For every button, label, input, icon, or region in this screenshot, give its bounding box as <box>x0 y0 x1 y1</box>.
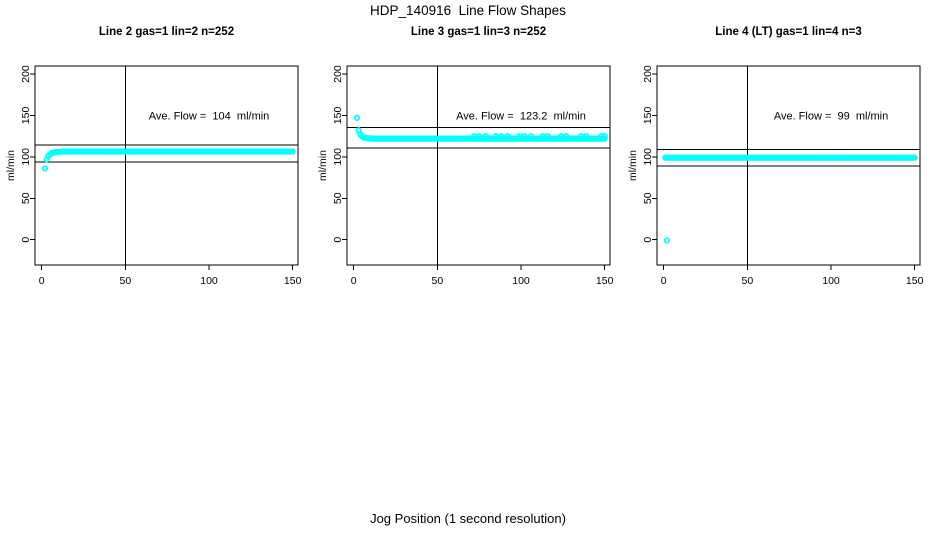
x-tick-label: 0 <box>351 275 357 287</box>
x-tick-label: 50 <box>742 275 754 287</box>
x-tick-label: 150 <box>906 275 924 287</box>
line-2-plot: 0 50 100 150 0 50 100 150 200 ml/min Ave. Flow = 1… <box>5 65 302 287</box>
y-tick-label: 100 <box>332 148 344 166</box>
y-tick-label: 100 <box>20 148 32 166</box>
outer-x-axis-label: Jog Position (1 second resolution) <box>370 511 566 526</box>
ave-flow-annotation: Ave. Flow = 99 ml/min <box>774 110 888 122</box>
y-axis-label: ml/min <box>317 150 329 181</box>
y-tick-label: 150 <box>642 107 654 125</box>
x-tick-label: 50 <box>432 275 444 287</box>
y-tick-label: 200 <box>20 65 32 83</box>
x-tick-label: 100 <box>512 275 530 287</box>
data-point <box>911 154 918 161</box>
data-point <box>563 132 570 140</box>
x-tick-label: 100 <box>822 275 840 287</box>
y-axis-label: ml/min <box>5 150 17 181</box>
data-point <box>289 148 296 155</box>
plot-box <box>34 65 299 266</box>
data-point <box>583 132 590 140</box>
panel-title-line-2: Line 2 gas=1 lin=2 n=252 <box>98 26 235 38</box>
panel-line-2: Line 2 gas=1 lin=2 n=252 0 50 100 150 0 50 100… <box>0 20 314 287</box>
ave-flow-annotation: Ave. Flow = 123.2 ml/min <box>456 110 586 122</box>
y-tick-label: 100 <box>642 148 654 166</box>
panel-title-line-3: Line 3 gas=1 lin=3 n=252 <box>410 26 547 38</box>
y-tick-label: 0 <box>642 237 654 243</box>
y-tick-label: 150 <box>332 107 344 125</box>
data-point <box>544 132 551 140</box>
y-tick-label: 50 <box>20 192 32 204</box>
data-point <box>663 237 671 244</box>
y-tick-label: 0 <box>332 237 344 243</box>
x-tick-label: 0 <box>661 275 667 287</box>
data-point <box>598 132 605 140</box>
line-4-plot: 0 50 100 150 0 50 100 150 200 ml/min Ave. Flow = 9… <box>627 65 924 287</box>
y-tick-label: 50 <box>642 192 654 204</box>
data-point <box>497 132 505 140</box>
x-tick-label: 150 <box>596 275 614 287</box>
data-point <box>482 132 490 140</box>
panel-title-line-4: Line 4 (LT) gas=1 lin=4 n=3 <box>715 26 862 38</box>
y-tick-label: 50 <box>332 192 344 204</box>
data-point <box>521 132 528 140</box>
x-tick-label: 150 <box>284 275 302 287</box>
line-3-plot: 0 50 100 150 0 50 100 150 200 ml/min Ave. Flow = 1… <box>317 65 614 287</box>
y-tick-label: 200 <box>642 65 654 83</box>
figure-title: HDP_140916 Line Flow Shapes <box>370 3 566 18</box>
data-point <box>527 132 535 140</box>
panel-line-3: Line 3 gas=1 lin=3 n=252 0 50 100 150 0 50 100… <box>312 20 626 287</box>
panel-line-4: Line 4 (LT) gas=1 lin=4 n=3 0 50 100 150 0 50… <box>622 20 936 287</box>
data-point <box>601 132 608 140</box>
y-axis-label: ml/min <box>627 150 639 181</box>
data-point <box>504 132 511 140</box>
data-point <box>476 132 483 140</box>
y-tick-label: 150 <box>20 107 32 125</box>
data-point <box>353 114 361 122</box>
y-tick-label: 0 <box>20 237 32 243</box>
data-point <box>41 165 49 172</box>
x-tick-label: 100 <box>200 275 218 287</box>
ave-flow-annotation: Ave. Flow = 104 ml/min <box>149 110 270 122</box>
plot-box <box>346 65 611 266</box>
y-tick-label: 200 <box>332 65 344 83</box>
x-tick-label: 50 <box>120 275 132 287</box>
x-tick-label: 0 <box>39 275 45 287</box>
